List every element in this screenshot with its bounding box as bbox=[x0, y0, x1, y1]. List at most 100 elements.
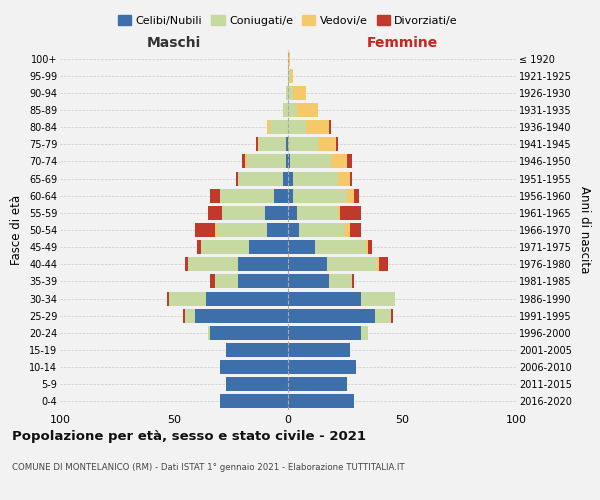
Bar bbox=[317, 138, 336, 151]
Bar bbox=[288, 68, 290, 82]
Bar bbox=[208, 326, 211, 340]
Bar bbox=[288, 86, 293, 100]
Bar bbox=[220, 360, 288, 374]
Bar bbox=[368, 240, 373, 254]
Bar bbox=[347, 154, 352, 168]
Bar bbox=[306, 120, 329, 134]
Bar bbox=[286, 154, 288, 168]
Bar bbox=[338, 206, 340, 220]
Bar bbox=[338, 172, 350, 185]
Bar bbox=[331, 154, 347, 168]
Bar bbox=[283, 103, 288, 117]
Bar bbox=[236, 172, 238, 185]
Bar bbox=[288, 343, 350, 357]
Bar bbox=[290, 68, 293, 82]
Bar bbox=[202, 240, 249, 254]
Bar bbox=[288, 378, 347, 392]
Bar bbox=[238, 172, 283, 185]
Y-axis label: Fasce di età: Fasce di età bbox=[10, 195, 23, 265]
Bar bbox=[215, 274, 238, 288]
Bar bbox=[329, 120, 331, 134]
Bar bbox=[215, 223, 217, 237]
Bar bbox=[293, 188, 347, 202]
Bar bbox=[365, 240, 368, 254]
Bar bbox=[293, 86, 306, 100]
Bar bbox=[222, 206, 265, 220]
Bar bbox=[259, 138, 286, 151]
Bar bbox=[327, 258, 377, 272]
Bar bbox=[185, 308, 194, 322]
Bar bbox=[297, 206, 338, 220]
Bar bbox=[185, 258, 188, 272]
Bar bbox=[350, 172, 352, 185]
Bar bbox=[354, 188, 359, 202]
Bar bbox=[211, 274, 215, 288]
Bar bbox=[288, 258, 327, 272]
Bar bbox=[226, 378, 288, 392]
Bar bbox=[336, 138, 338, 151]
Text: Femmine: Femmine bbox=[367, 36, 437, 50]
Bar bbox=[242, 154, 245, 168]
Legend: Celibi/Nubili, Coniugati/e, Vedovi/e, Divorziati/e: Celibi/Nubili, Coniugati/e, Vedovi/e, Di… bbox=[113, 10, 463, 30]
Bar bbox=[377, 258, 379, 272]
Bar bbox=[245, 154, 247, 168]
Bar bbox=[290, 154, 331, 168]
Bar bbox=[288, 292, 361, 306]
Bar bbox=[226, 343, 288, 357]
Bar bbox=[274, 188, 288, 202]
Bar bbox=[288, 326, 361, 340]
Text: Maschi: Maschi bbox=[147, 36, 201, 50]
Bar bbox=[316, 240, 365, 254]
Bar bbox=[220, 188, 274, 202]
Bar bbox=[288, 188, 293, 202]
Text: Popolazione per età, sesso e stato civile - 2021: Popolazione per età, sesso e stato civil… bbox=[12, 430, 366, 443]
Bar bbox=[167, 292, 169, 306]
Bar bbox=[288, 52, 290, 66]
Bar bbox=[374, 308, 391, 322]
Bar bbox=[361, 326, 368, 340]
Text: COMUNE DI MONTELANICO (RM) - Dati ISTAT 1° gennaio 2021 - Elaborazione TUTTITALI: COMUNE DI MONTELANICO (RM) - Dati ISTAT … bbox=[12, 463, 404, 472]
Bar bbox=[194, 223, 215, 237]
Bar bbox=[238, 274, 288, 288]
Bar bbox=[288, 240, 316, 254]
Bar bbox=[268, 120, 270, 134]
Bar bbox=[352, 274, 354, 288]
Bar bbox=[169, 292, 206, 306]
Bar bbox=[340, 206, 361, 220]
Bar bbox=[288, 154, 290, 168]
Bar bbox=[270, 120, 288, 134]
Bar bbox=[194, 308, 288, 322]
Bar bbox=[297, 103, 317, 117]
Bar bbox=[288, 103, 297, 117]
Bar bbox=[217, 223, 268, 237]
Bar bbox=[288, 274, 329, 288]
Bar bbox=[183, 308, 185, 322]
Bar bbox=[379, 258, 388, 272]
Bar bbox=[329, 274, 352, 288]
Bar bbox=[211, 326, 288, 340]
Bar bbox=[286, 138, 288, 151]
Bar bbox=[288, 206, 297, 220]
Bar bbox=[391, 308, 393, 322]
Bar bbox=[188, 258, 238, 272]
Bar bbox=[299, 223, 345, 237]
Bar bbox=[345, 223, 350, 237]
Bar bbox=[206, 292, 288, 306]
Bar bbox=[288, 172, 293, 185]
Bar bbox=[197, 240, 202, 254]
Bar bbox=[288, 120, 306, 134]
Bar bbox=[286, 86, 288, 100]
Bar bbox=[347, 188, 354, 202]
Bar bbox=[208, 206, 222, 220]
Bar bbox=[350, 223, 361, 237]
Bar bbox=[268, 223, 288, 237]
Bar bbox=[211, 188, 220, 202]
Bar bbox=[288, 308, 374, 322]
Bar bbox=[256, 138, 259, 151]
Bar bbox=[288, 360, 356, 374]
Bar bbox=[361, 292, 395, 306]
Bar bbox=[238, 258, 288, 272]
Bar bbox=[247, 154, 286, 168]
Bar bbox=[288, 138, 317, 151]
Bar bbox=[265, 206, 288, 220]
